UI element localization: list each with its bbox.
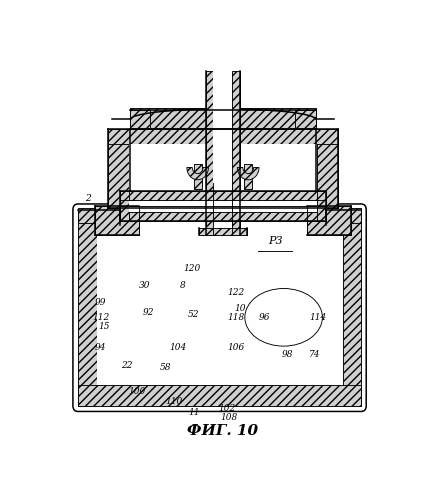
Text: 100: 100 — [128, 387, 145, 396]
Bar — [322, 202, 325, 217]
Text: 74: 74 — [308, 350, 320, 359]
Wedge shape — [237, 168, 258, 180]
Bar — [108, 129, 337, 144]
Text: 104: 104 — [169, 343, 187, 352]
Bar — [150, 129, 295, 191]
Text: 58: 58 — [160, 363, 171, 372]
Bar — [193, 164, 201, 189]
Bar — [120, 200, 325, 206]
Text: 10: 10 — [234, 304, 246, 313]
Bar — [243, 164, 252, 189]
Bar — [120, 191, 325, 201]
Bar — [120, 202, 122, 217]
Text: 114: 114 — [309, 313, 326, 322]
Bar — [96, 223, 342, 385]
Bar — [306, 206, 350, 235]
Text: ФИГ. 10: ФИГ. 10 — [187, 424, 258, 438]
Text: 110: 110 — [165, 397, 182, 406]
Text: P3: P3 — [267, 236, 282, 246]
Bar — [342, 210, 360, 406]
Text: 120: 120 — [183, 263, 200, 272]
Bar — [199, 228, 246, 235]
Bar — [120, 191, 128, 221]
Text: 98: 98 — [281, 350, 293, 359]
Ellipse shape — [244, 288, 322, 346]
Bar — [130, 108, 315, 129]
Text: 118: 118 — [227, 313, 244, 322]
Bar — [78, 385, 360, 406]
Bar — [128, 144, 316, 208]
Text: 2: 2 — [84, 195, 90, 204]
Text: 52: 52 — [187, 310, 199, 319]
Text: 96: 96 — [258, 313, 269, 322]
Bar — [95, 206, 138, 235]
Text: 102: 102 — [218, 404, 235, 413]
Bar — [120, 212, 325, 221]
Wedge shape — [187, 168, 208, 180]
Text: 11: 11 — [188, 408, 200, 417]
Text: 94: 94 — [95, 343, 106, 352]
Bar — [130, 110, 150, 191]
Bar — [78, 210, 96, 406]
Bar — [120, 202, 325, 205]
Bar — [317, 191, 325, 221]
Bar — [206, 71, 213, 235]
Bar — [295, 110, 315, 191]
Text: 15: 15 — [98, 322, 110, 331]
Bar — [108, 129, 128, 208]
Bar — [128, 201, 317, 212]
Text: 106: 106 — [227, 343, 244, 352]
Text: 112: 112 — [92, 313, 109, 322]
Bar — [325, 208, 360, 223]
Bar — [120, 193, 325, 204]
Text: 92: 92 — [142, 308, 154, 317]
Bar — [232, 71, 239, 235]
FancyBboxPatch shape — [73, 204, 365, 412]
Text: 30: 30 — [138, 281, 150, 290]
Text: 22: 22 — [121, 361, 132, 370]
Bar — [120, 215, 325, 217]
Text: 108: 108 — [220, 414, 237, 423]
Bar — [213, 71, 232, 235]
Text: 99: 99 — [95, 298, 106, 307]
Text: 122: 122 — [227, 288, 244, 297]
Bar — [317, 129, 337, 208]
Text: 8: 8 — [180, 281, 186, 290]
Bar — [78, 208, 120, 223]
